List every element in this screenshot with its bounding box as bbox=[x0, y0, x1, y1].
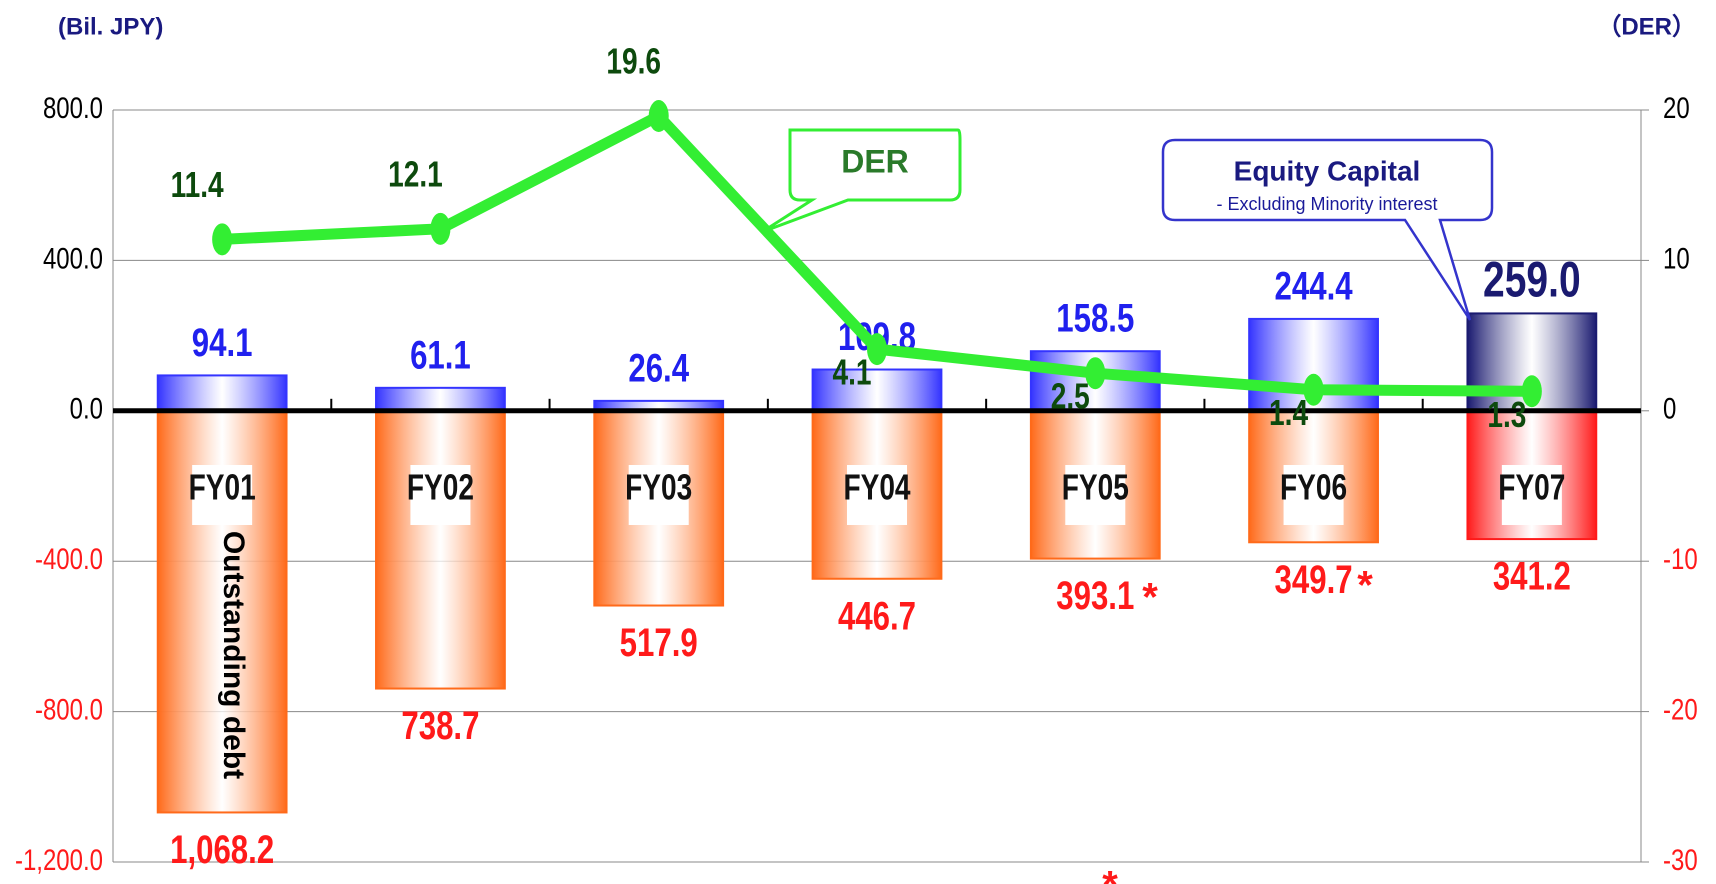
der-value-label: 12.1 bbox=[388, 154, 443, 194]
x-label-box bbox=[1501, 465, 1562, 525]
bar-value-label: 1,068.2 bbox=[170, 827, 274, 872]
x-tick-label: FY04 bbox=[843, 467, 910, 507]
x-tick-label: FY01 bbox=[189, 467, 256, 507]
bar-value-label: 158.5 bbox=[1056, 296, 1134, 341]
bar-value-label: 94.1 bbox=[192, 320, 253, 365]
bar-value-label: 738.7 bbox=[401, 703, 479, 748]
der-value-label: 1.3 bbox=[1487, 394, 1526, 434]
der-marker bbox=[867, 333, 887, 366]
x-tick-label: FY07 bbox=[1498, 467, 1565, 507]
x-label-box bbox=[192, 465, 253, 525]
x-label-box bbox=[1065, 465, 1126, 525]
equity-callout-note: - Excluding Minority interest bbox=[1216, 194, 1437, 214]
debt-series-label: Outstanding debt bbox=[217, 531, 250, 779]
equity-callout-title: Equity Capital bbox=[1234, 155, 1421, 186]
y2-axis-label: （DER） bbox=[1597, 13, 1696, 40]
y2-tick-label: -10 bbox=[1663, 542, 1698, 576]
der-value-label: 4.1 bbox=[832, 352, 871, 392]
bar-value-label: 61.1 bbox=[410, 333, 471, 378]
der-value-label: 19.6 bbox=[606, 41, 661, 81]
y-tick-label: -800.0 bbox=[35, 692, 103, 726]
y2-tick-label: 0 bbox=[1663, 391, 1676, 425]
bar bbox=[811, 368, 943, 412]
bar-value-label: 517.9 bbox=[620, 620, 698, 665]
x-tick-label: FY06 bbox=[1280, 467, 1347, 507]
y-tick-label: -400.0 bbox=[35, 542, 103, 576]
der-marker bbox=[1303, 373, 1324, 406]
der-marker bbox=[430, 212, 451, 245]
der-marker bbox=[212, 223, 233, 256]
x-tick-label: FY02 bbox=[407, 467, 474, 507]
bar-value-label: 446.7 bbox=[838, 594, 916, 639]
x-label-box bbox=[628, 465, 689, 525]
der-marker bbox=[648, 100, 669, 133]
y-tick-label: 0.0 bbox=[70, 391, 103, 425]
y2-tick-label: 20 bbox=[1663, 90, 1690, 124]
der-marker bbox=[1521, 375, 1542, 408]
y-tick-label: -1,200.0 bbox=[15, 842, 103, 876]
bar-value-label: 244.4 bbox=[1275, 264, 1353, 309]
y2-tick-label: -20 bbox=[1663, 692, 1698, 726]
bar bbox=[375, 409, 506, 690]
asterisk: * bbox=[1142, 576, 1158, 620]
x-label-box bbox=[847, 465, 907, 525]
der-callout-text: DER bbox=[841, 143, 909, 179]
x-label-box bbox=[1283, 465, 1344, 525]
der-marker bbox=[1085, 357, 1106, 390]
y2-tick-label: 10 bbox=[1663, 241, 1690, 275]
asterisk: * bbox=[1102, 864, 1118, 884]
der-value-label: 1.4 bbox=[1269, 393, 1308, 433]
y-axis-label: (Bil. JPY) bbox=[58, 13, 163, 40]
der-callout bbox=[761, 128, 962, 234]
bar-value-label: 393.1 bbox=[1056, 573, 1134, 618]
y-tick-label: 400.0 bbox=[43, 241, 103, 275]
bar-value-label: 259.0 bbox=[1483, 251, 1581, 308]
bar bbox=[375, 386, 506, 412]
bar-value-label: 349.7 bbox=[1275, 557, 1353, 602]
asterisk: * bbox=[1357, 564, 1373, 608]
bar-value-label: 341.2 bbox=[1493, 554, 1571, 599]
y2-tick-label: -30 bbox=[1663, 842, 1698, 876]
bar-value-label: 26.4 bbox=[628, 346, 689, 391]
equity-callout bbox=[1161, 138, 1494, 321]
der-value-label: 2.5 bbox=[1051, 376, 1090, 416]
x-label-box bbox=[410, 465, 471, 525]
x-tick-label: FY05 bbox=[1062, 467, 1129, 507]
y-tick-label: 800.0 bbox=[43, 90, 103, 124]
bar bbox=[156, 374, 288, 412]
der-value-label: 11.4 bbox=[171, 165, 224, 205]
x-tick-label: FY03 bbox=[625, 467, 692, 507]
